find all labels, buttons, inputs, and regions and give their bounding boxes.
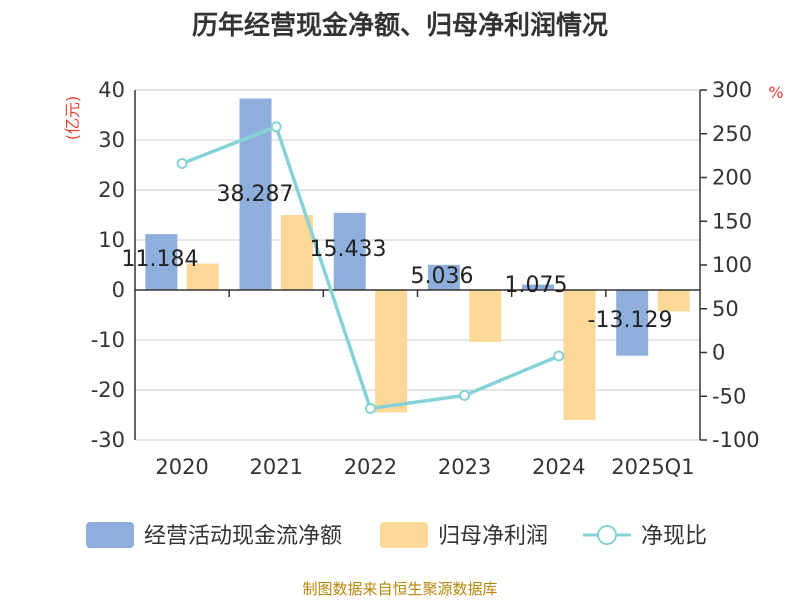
cash-flow-bar xyxy=(333,212,366,290)
source-note: 制图数据来自恒生聚源数据库 xyxy=(302,580,497,598)
left-tick-label: 10 xyxy=(98,228,125,252)
cash-flow-bar xyxy=(522,284,555,290)
left-tick-label: -30 xyxy=(91,428,125,452)
cash-flow-data-label: 15.433 xyxy=(310,237,387,262)
axes xyxy=(134,90,701,440)
x-tick-label: 2021 xyxy=(250,455,303,479)
left-tick-label: 20 xyxy=(98,178,125,202)
legend-label: 归母净利润 xyxy=(438,524,548,549)
cash-flow-bar xyxy=(427,264,460,290)
cash-flow-data-label: 11.184 xyxy=(122,247,199,272)
right-tick-label: -100 xyxy=(712,428,760,452)
left-tick-label: -10 xyxy=(91,328,125,352)
legend-marker xyxy=(597,525,617,545)
net-cash-ratio-point xyxy=(553,350,565,362)
net-profit-bar xyxy=(469,290,502,342)
left-tick-label: 0 xyxy=(112,278,125,302)
left-axis-unit: (亿元) xyxy=(63,96,82,141)
net-profit-bar xyxy=(563,290,596,420)
right-tick-label: 300 xyxy=(712,78,752,102)
line-series xyxy=(176,121,565,414)
right-axis-ticks: 300 250 200 150 100 50 0 -50 -100 xyxy=(700,78,760,452)
left-axis-ticks: 40 30 20 10 0 -10 -20 -30 xyxy=(91,78,125,452)
left-tick-label: -20 xyxy=(91,378,125,402)
net-cash-ratio-point xyxy=(459,389,471,401)
cash-flow-bar xyxy=(616,290,649,356)
x-tick-label: 2025Q1 xyxy=(611,455,694,479)
cash-flow-data-label: 1.075 xyxy=(505,273,568,298)
legend-label: 净现比 xyxy=(641,524,707,549)
cash-flow-data-label: 5.036 xyxy=(411,264,474,289)
left-tick-label: 40 xyxy=(98,78,125,102)
net-profit-bar xyxy=(280,215,313,290)
legend-swatch xyxy=(86,522,134,548)
x-axis-ticks: 2020 2021 2022 2023 2024 2025Q1 xyxy=(155,455,694,479)
legend[interactable]: 经营活动现金流净额 归母净利润 净现比 xyxy=(86,522,707,549)
x-tick-label: 2024 xyxy=(532,455,585,479)
cash-flow-data-label: -13.129 xyxy=(588,308,673,333)
right-tick-label: 100 xyxy=(712,253,752,277)
legend-item[interactable]: 净现比 xyxy=(583,524,707,549)
net-profit-bar xyxy=(186,263,219,290)
net-profit-bar xyxy=(657,290,690,312)
chart-title: 历年经营现金净额、归母净利润情况 xyxy=(192,10,608,41)
cash-flow-data-label: 38.287 xyxy=(217,182,294,207)
cash-flow-bar xyxy=(145,234,178,290)
right-tick-label: 250 xyxy=(712,122,752,146)
right-tick-label: 50 xyxy=(712,297,739,321)
right-tick-label: 200 xyxy=(712,166,752,190)
right-tick-label: 0 xyxy=(712,341,725,365)
right-tick-label: -50 xyxy=(712,384,746,408)
data-labels: 11.184 38.287 15.433 5.036 1.075 -13.129 xyxy=(122,182,673,333)
x-tick-label: 2023 xyxy=(438,455,491,479)
bar-series xyxy=(145,98,690,420)
right-tick-label: 150 xyxy=(712,209,752,233)
legend-label: 经营活动现金流净额 xyxy=(144,524,342,549)
net-cash-ratio-point xyxy=(364,403,376,414)
left-tick-label: 30 xyxy=(98,128,125,152)
net-cash-ratio-point xyxy=(176,158,188,169)
right-axis-unit: % xyxy=(768,83,783,102)
net-cash-ratio-point xyxy=(270,121,282,133)
legend-item[interactable]: 归母净利润 xyxy=(380,522,548,549)
x-tick-label: 2022 xyxy=(344,455,397,479)
legend-swatch xyxy=(380,522,428,548)
x-tick-label: 2020 xyxy=(155,455,208,479)
legend-item[interactable]: 经营活动现金流净额 xyxy=(86,522,342,549)
net-profit-bar xyxy=(375,290,408,413)
net-cash-ratio-line xyxy=(181,124,560,411)
